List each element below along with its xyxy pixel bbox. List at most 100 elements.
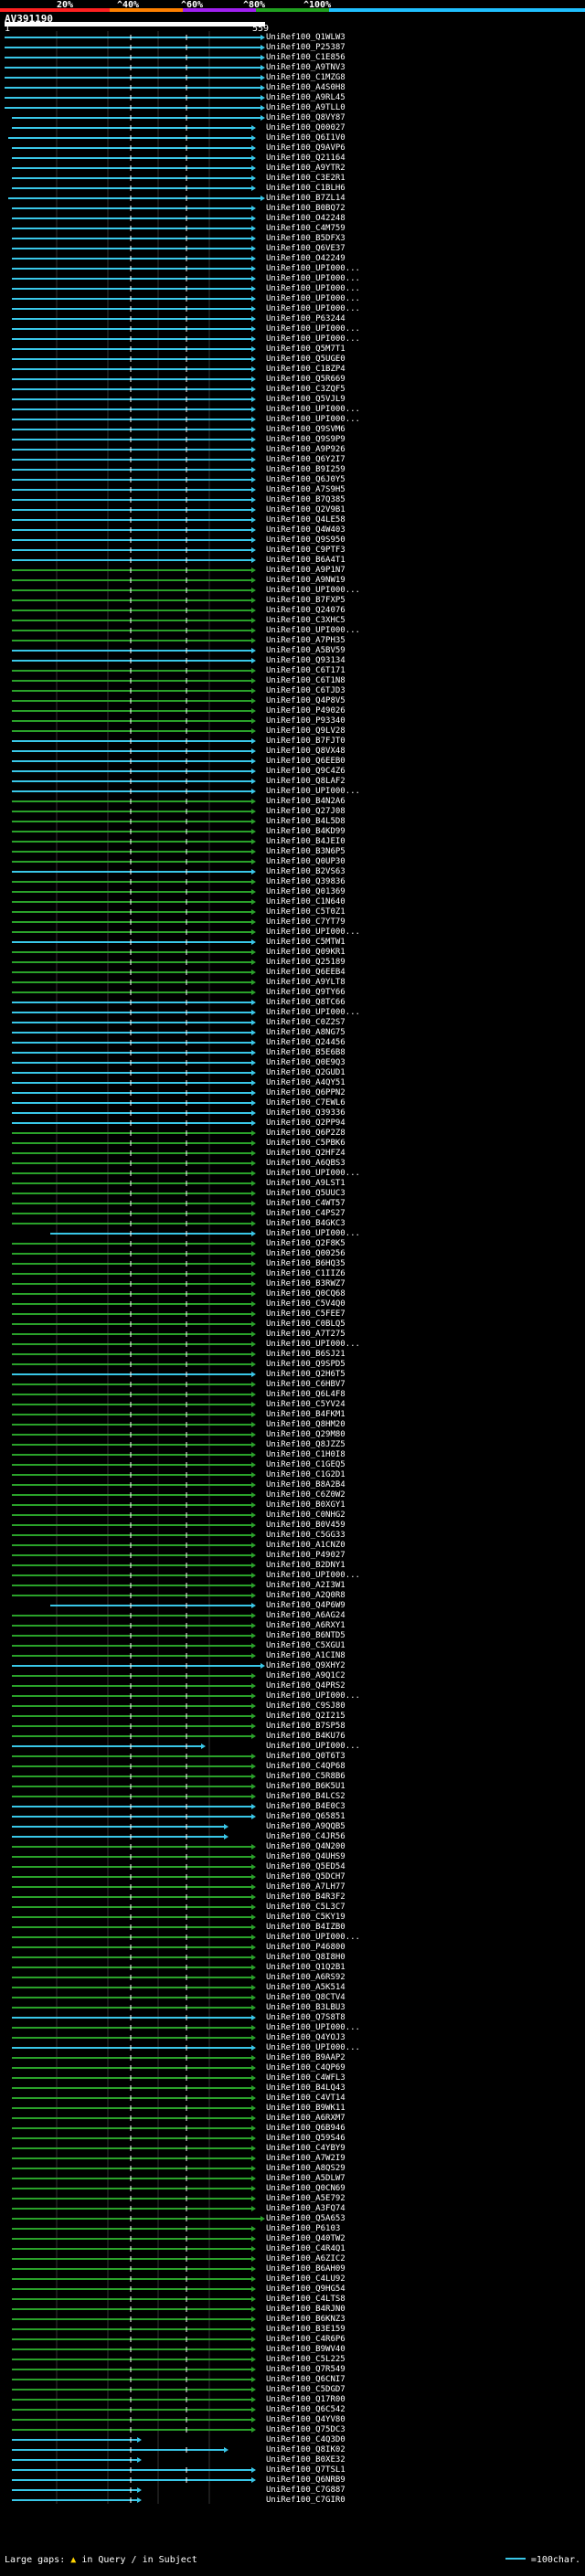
hit-label[interactable]: UniRef100_A5DLW7 (266, 2174, 346, 2183)
hit-label[interactable]: UniRef100_UPI000... (266, 787, 360, 796)
hit-label[interactable]: UniRef100_Q7S8T8 (266, 2013, 346, 2022)
hit-label[interactable]: UniRef100_B4JEI0 (266, 837, 346, 846)
hit-label[interactable]: UniRef100_C5R8B6 (266, 1772, 346, 1781)
hit-label[interactable]: UniRef100_Q5UGE0 (266, 355, 346, 364)
hit-label[interactable]: UniRef100_B4IZB0 (266, 1923, 346, 1932)
hit-label[interactable]: UniRef100_Q5M7T1 (266, 345, 346, 354)
hit-label[interactable]: UniRef100_Q9SVM6 (266, 425, 346, 434)
hit-label[interactable]: UniRef100_B7SP58 (266, 1722, 346, 1731)
hit-label[interactable]: UniRef100_C7EWL6 (266, 1098, 346, 1108)
hit-label[interactable]: UniRef100_Q8HM20 (266, 1420, 346, 1429)
hit-label[interactable]: UniRef100_C4Q3D0 (266, 2435, 346, 2444)
hit-label[interactable]: UniRef100_Q8I8H0 (266, 1953, 346, 1962)
hit-label[interactable]: UniRef100_B9I259 (266, 465, 346, 474)
hit-label[interactable]: UniRef100_C7GIR0 (266, 2496, 346, 2505)
hit-label[interactable]: UniRef100_Q40TW2 (266, 2234, 346, 2243)
hit-label[interactable]: UniRef100_B9WV40 (266, 2345, 346, 2354)
hit-label[interactable]: UniRef100_O42248 (266, 214, 346, 223)
hit-label[interactable]: UniRef100_Q0UP30 (266, 857, 346, 866)
hit-label[interactable]: UniRef100_B6HQ35 (266, 1259, 346, 1268)
hit-label[interactable]: UniRef100_C6Z0W2 (266, 1490, 346, 1500)
hit-label[interactable]: UniRef100_UPI000... (266, 405, 360, 414)
hit-label[interactable]: UniRef100_B0BQ72 (266, 204, 346, 213)
hit-label[interactable]: UniRef100_UPI000... (266, 1742, 360, 1751)
hit-label[interactable]: UniRef100_C0BLQ5 (266, 1320, 346, 1329)
hit-label[interactable]: UniRef100_C5L225 (266, 2355, 346, 2364)
hit-label[interactable]: UniRef100_C0NHG2 (266, 1511, 346, 1520)
hit-label[interactable]: UniRef100_Q29M80 (266, 1430, 346, 1439)
hit-label[interactable]: UniRef100_Q9LV28 (266, 726, 346, 736)
hit-label[interactable]: UniRef100_Q2PP94 (266, 1118, 346, 1128)
hit-label[interactable]: UniRef100_B4L5D8 (266, 817, 346, 826)
hit-label[interactable]: UniRef100_A6ZIC2 (266, 2254, 346, 2263)
hit-label[interactable]: UniRef100_Q2F8K5 (266, 1239, 346, 1248)
hit-label[interactable]: UniRef100_Q6B946 (266, 2124, 346, 2133)
hit-label[interactable]: UniRef100_C1MZG8 (266, 73, 346, 82)
hit-label[interactable]: UniRef100_UPI000... (266, 274, 360, 283)
hit-label[interactable]: UniRef100_Q6I1V0 (266, 133, 346, 143)
hit-label[interactable]: UniRef100_B9WK11 (266, 2104, 346, 2113)
hit-label[interactable]: UniRef100_Q39336 (266, 1108, 346, 1118)
hit-label[interactable]: UniRef100_C1G2D1 (266, 1470, 346, 1479)
hit-label[interactable]: UniRef100_UPI000... (266, 304, 360, 313)
hit-label[interactable]: UniRef100_Q00027 (266, 123, 346, 133)
hit-label[interactable]: UniRef100_Q6L4F8 (266, 1390, 346, 1399)
hit-label[interactable]: UniRef100_C4R4Q1 (266, 2244, 346, 2253)
hit-label[interactable]: UniRef100_A9YTR2 (266, 164, 346, 173)
hit-label[interactable]: UniRef100_Q6NRB9 (266, 2475, 346, 2485)
hit-label[interactable]: UniRef100_Q9XHY2 (266, 1661, 346, 1670)
hit-label[interactable]: UniRef100_Q6Y2I7 (266, 455, 346, 464)
hit-label[interactable]: UniRef100_B3N6P5 (266, 847, 346, 856)
hit-label[interactable]: UniRef100_Q17R00 (266, 2395, 346, 2404)
hit-label[interactable]: UniRef100_B6AH09 (266, 2264, 346, 2274)
hit-label[interactable]: UniRef100_B0V459 (266, 1521, 346, 1530)
hit-label[interactable]: UniRef100_UPI000... (266, 1691, 360, 1701)
hit-label[interactable]: UniRef100_A9NW19 (266, 576, 346, 585)
hit-label[interactable]: UniRef100_C4LTS8 (266, 2295, 346, 2304)
hit-label[interactable]: UniRef100_C1BZP4 (266, 365, 346, 374)
hit-label[interactable]: UniRef100_C1H0I8 (266, 1450, 346, 1459)
hit-label[interactable]: UniRef100_Q0CN69 (266, 2184, 346, 2193)
hit-label[interactable]: UniRef100_A6AG24 (266, 1611, 346, 1620)
hit-label[interactable]: UniRef100_A7W2I9 (266, 2154, 346, 2163)
hit-label[interactable]: UniRef100_C4LU92 (266, 2274, 346, 2284)
hit-label[interactable]: UniRef100_Q01369 (266, 887, 346, 896)
hit-label[interactable]: UniRef100_Q5ED54 (266, 1862, 346, 1871)
hit-label[interactable]: UniRef100_B6KNZ3 (266, 2315, 346, 2324)
hit-label[interactable]: UniRef100_B4KD99 (266, 827, 346, 836)
hit-label[interactable]: UniRef100_C9SJ80 (266, 1701, 346, 1711)
hit-label[interactable]: UniRef100_A1CNZ0 (266, 1541, 346, 1550)
hit-label[interactable]: UniRef100_Q2HFZ4 (266, 1149, 346, 1158)
hit-label[interactable]: UniRef100_B4GKC3 (266, 1219, 346, 1228)
hit-label[interactable]: UniRef100_Q5A653 (266, 2214, 346, 2223)
hit-label[interactable]: UniRef100_UPI000... (266, 1169, 360, 1178)
hit-label[interactable]: UniRef100_Q8TC66 (266, 998, 346, 1007)
hit-label[interactable]: UniRef100_Q6CNI7 (266, 2375, 346, 2384)
hit-label[interactable]: UniRef100_P49027 (266, 1551, 346, 1560)
hit-label[interactable]: UniRef100_A7PH35 (266, 636, 346, 645)
hit-label[interactable]: UniRef100_P25387 (266, 43, 346, 52)
hit-label[interactable]: UniRef100_Q4LE58 (266, 515, 346, 525)
hit-label[interactable]: UniRef100_UPI000... (266, 294, 360, 303)
hit-label[interactable]: UniRef100_Q4W403 (266, 525, 346, 535)
hit-label[interactable]: UniRef100_C6TJD3 (266, 686, 346, 695)
hit-label[interactable]: UniRef100_A9TLL0 (266, 103, 346, 112)
hit-label[interactable]: UniRef100_Q65851 (266, 1812, 346, 1821)
hit-label[interactable]: UniRef100_Q9SPD5 (266, 1360, 346, 1369)
hit-label[interactable]: UniRef100_B4LCS2 (266, 1792, 346, 1801)
hit-label[interactable]: UniRef100_Q2V9B1 (266, 505, 346, 514)
hit-label[interactable]: UniRef100_C5XGU1 (266, 1641, 346, 1650)
hit-label[interactable]: UniRef100_A1CIN8 (266, 1651, 346, 1660)
hit-label[interactable]: UniRef100_Q4P8V5 (266, 696, 346, 705)
hit-label[interactable]: UniRef100_B6SJ21 (266, 1350, 346, 1359)
hit-label[interactable]: UniRef100_Q5VJL9 (266, 395, 346, 404)
hit-label[interactable]: UniRef100_B4KU76 (266, 1732, 346, 1741)
hit-label[interactable]: UniRef100_C5T0Z1 (266, 907, 346, 917)
hit-label[interactable]: UniRef100_A9YLT8 (266, 978, 346, 987)
hit-label[interactable]: UniRef100_Q24456 (266, 1038, 346, 1047)
hit-label[interactable]: UniRef100_C1GEQ5 (266, 1460, 346, 1469)
hit-label[interactable]: UniRef100_B7FXP5 (266, 596, 346, 605)
hit-label[interactable]: UniRef100_C5KY19 (266, 1913, 346, 1922)
hit-label[interactable]: UniRef100_C5YV24 (266, 1400, 346, 1409)
hit-label[interactable]: UniRef100_Q9S9P9 (266, 435, 346, 444)
